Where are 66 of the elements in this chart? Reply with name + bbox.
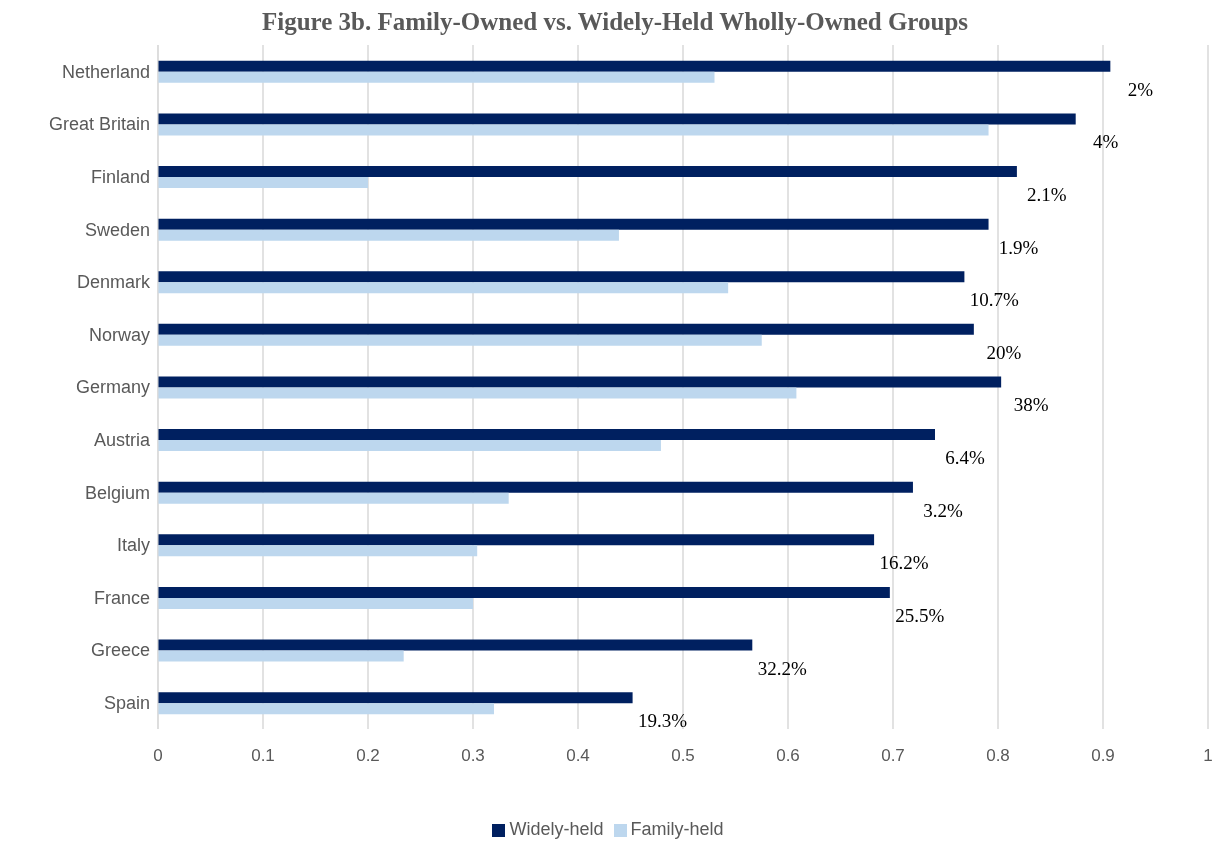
y-tick-label: France	[93, 587, 150, 608]
annotation: 6.4%	[945, 447, 985, 469]
annotation: 3.2%	[923, 499, 963, 521]
annotation: 38%	[1013, 394, 1049, 416]
bar	[158, 71, 715, 83]
x-tick-label: 0.5	[671, 746, 695, 766]
bar	[158, 177, 368, 189]
bar	[158, 124, 989, 136]
bar	[158, 692, 633, 704]
bar	[158, 334, 762, 346]
y-tick-label: Germany	[75, 377, 150, 398]
y-tick-label: Belgium	[84, 482, 150, 503]
bar	[158, 282, 729, 294]
x-tick-label: 0.3	[461, 746, 485, 766]
y-tick-label: Greece	[90, 640, 150, 661]
annotation: 32.2%	[757, 657, 808, 679]
bar	[158, 481, 913, 493]
bar	[158, 492, 509, 504]
x-tick-label: 0.2	[356, 746, 380, 766]
bar	[158, 545, 478, 557]
bar	[158, 534, 875, 546]
bar	[158, 429, 935, 441]
y-tick-label: Spain	[103, 693, 150, 714]
bar	[158, 271, 965, 283]
legend-label: Family-held	[630, 819, 724, 839]
annotation: 20%	[986, 341, 1022, 363]
bar	[158, 650, 404, 662]
legend-label: Widely-held	[509, 819, 604, 839]
annotation: 19.3%	[638, 710, 688, 732]
annotation: 25.5%	[895, 604, 945, 626]
bar	[158, 218, 989, 230]
y-tick-label: Norway	[88, 324, 150, 345]
x-tick-label: 1	[1203, 746, 1213, 766]
bar	[158, 597, 473, 609]
y-tick-label: Great Britain	[48, 114, 150, 135]
y-tick-label: Netherland	[61, 61, 150, 82]
x-tick-label: 0.6	[776, 746, 800, 766]
x-tick-label: 0.8	[986, 746, 1010, 766]
bar	[158, 639, 753, 651]
y-tick-label: Sweden	[84, 219, 150, 240]
chart-title: Figure 3b. Family-Owned vs. Widely-Held Wholly-Owned Groups	[260, 8, 970, 37]
x-tick-label: 0.7	[881, 746, 905, 766]
annotation: 2%	[1127, 78, 1154, 100]
bar	[158, 440, 661, 452]
x-tick-label: 0	[153, 746, 163, 766]
bar	[158, 113, 1076, 125]
y-tick-label: Italy	[116, 535, 150, 556]
annotation: 1.9%	[998, 236, 1039, 258]
x-tick-label: 0.9	[1091, 746, 1115, 766]
bar	[158, 166, 1017, 178]
annotation: 4%	[1093, 131, 1119, 153]
bar	[158, 387, 797, 399]
bar	[158, 376, 1002, 388]
bar	[158, 323, 974, 335]
x-tick-label: 0.1	[251, 746, 275, 766]
y-tick-label: Denmark	[76, 272, 151, 293]
annotation: 2.1%	[1027, 184, 1067, 206]
x-tick-label: 0.4	[566, 746, 590, 766]
bar	[158, 60, 1111, 72]
bar	[158, 586, 890, 598]
annotation: 16.2%	[879, 552, 929, 574]
y-tick-label: Austria	[93, 430, 151, 451]
bar	[158, 703, 494, 715]
y-tick-label: Finland	[90, 166, 150, 187]
bar	[158, 229, 619, 241]
annotation: 10.7%	[969, 289, 1020, 311]
